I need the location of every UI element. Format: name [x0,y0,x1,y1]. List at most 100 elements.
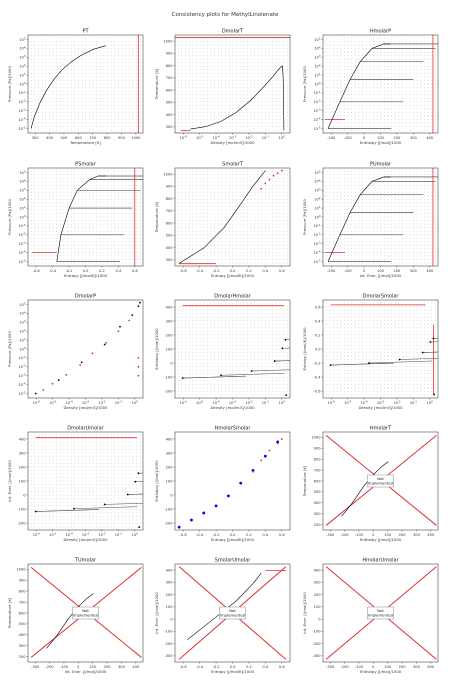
data-point [181,377,184,380]
x-axis-label: Temperature [K] [69,140,101,145]
tick-label: -200 [327,269,336,273]
tick-label: 0.4 [315,319,321,323]
tick-label: 400 [166,568,174,572]
data-point [137,305,140,308]
tick-label: -100 [164,630,173,634]
tick-label: -200 [45,665,54,669]
tick-label: 102 [19,196,26,201]
figure-title: Consistency plots for MethylLinolenate [171,12,279,18]
tick-label: 500 [61,136,69,140]
tick-label: 10-3 [377,400,385,405]
tick-label: 104 [19,178,26,183]
tick-label: 0.0 [230,533,236,537]
data-point [250,370,253,372]
tick-label: 104 [314,178,321,183]
tick-label: 300 [19,451,27,455]
tick-label: -200 [164,642,173,646]
tick-label: 400 [166,113,174,117]
not-implemented-label: Not [229,608,236,613]
tick-label: 101 [314,72,321,77]
panel-tumolar: -300 -200 -100 0 100 200 300 400 200 300 400 500 600… [7,558,144,674]
data-point [126,493,129,496]
tick-label: 300 [413,665,421,669]
tick-label: 105 [314,169,321,174]
tick-label: 10-6 [328,400,336,405]
tick-label: 10-1 [262,400,270,405]
panel-dmolarp: 10-6 10-5 10-4 10-3 10-2 10-1 100 10-5 10-4 10-3 1… [7,294,144,410]
tick-label: 1000 [311,436,321,440]
tick-label: 10-1 [115,532,123,537]
tick-label: 700 [166,209,174,213]
grid-points [31,434,141,528]
tick-label: 500 [314,490,322,494]
panel-title: DmolarUmolar [67,426,104,432]
tick-label: 400 [427,665,435,669]
tick-label: 800 [314,458,322,462]
tick-label: 200 [166,333,174,337]
tick-label: -0.2 [313,361,320,365]
tick-label: 10-4 [212,400,220,405]
tick-label: 200 [393,269,401,273]
tick-label: -0.2 [66,269,73,273]
tick-label: 10-6 [33,400,41,405]
tick-label: 101 [19,337,26,342]
tick-label: 300 [19,644,27,648]
tick-label: 0 [170,361,173,365]
tick-label: 100 [89,665,97,669]
tick-label: 105 [19,301,26,306]
tick-label: 400 [426,136,434,140]
panel-title: PT [82,29,89,35]
data-point [368,362,370,364]
data-point [80,361,83,364]
panel-title: HmolarSmolar [215,426,252,432]
tick-label: -200 [340,665,349,669]
y-axis-label: Pressure [Pa]/1000 [302,199,307,235]
tick-label: 700 [166,76,174,80]
data-point [263,454,267,458]
not-implemented-label: Not [377,608,384,613]
isoline [138,472,143,474]
tick-label: 400 [166,305,174,309]
data-point [285,394,288,397]
tick-label: 10-1 [262,135,270,140]
tick-label: -0.6 [313,389,321,393]
isoline [330,362,394,366]
tick-label: -300 [164,654,173,658]
tick-label: -0.6 [180,665,188,669]
tick-label: 100 [166,605,174,609]
x-axis-label: Int. Ener. [J/mol]/1000 [65,669,107,674]
tick-label: 10-2 [18,99,26,104]
tick-label: 100 [166,347,174,351]
tick-label: -0.4 [196,533,204,537]
axes-frame [322,563,439,663]
x-axis-label: Density [mol/m3]/1000 [210,140,255,145]
tick-label: 104 [314,45,321,50]
tick-label: 400 [314,568,322,572]
data-point [260,187,263,190]
data-point [190,518,193,522]
tick-label: 105 [19,169,26,174]
isoline [104,503,143,505]
data-point [429,341,432,343]
tick-label: 100 [19,479,27,483]
not-implemented-label: Implemented [220,613,246,618]
isoline [285,339,290,340]
axes-frame [174,431,291,531]
tick-label: 103 [19,54,26,59]
data-point [34,510,37,513]
tick-label: 10-4 [18,117,26,122]
tick-label: 500 [166,234,174,238]
tick-label: -0.6 [180,269,188,273]
isoline [274,360,290,362]
tick-label: 10-4 [313,117,321,122]
tick-label: 400 [19,437,27,441]
axes-frame [27,299,144,399]
data-point [128,319,131,322]
tick-label: 200 [104,665,112,669]
tick-label: 10-3 [313,108,321,113]
tick-label: -100 [164,507,173,511]
tick-label: 102 [19,328,26,333]
data-point [280,438,283,441]
tick-label: 0 [363,136,366,140]
x-axis-label: Entropy [J/mol/K]/1000 [211,669,255,674]
